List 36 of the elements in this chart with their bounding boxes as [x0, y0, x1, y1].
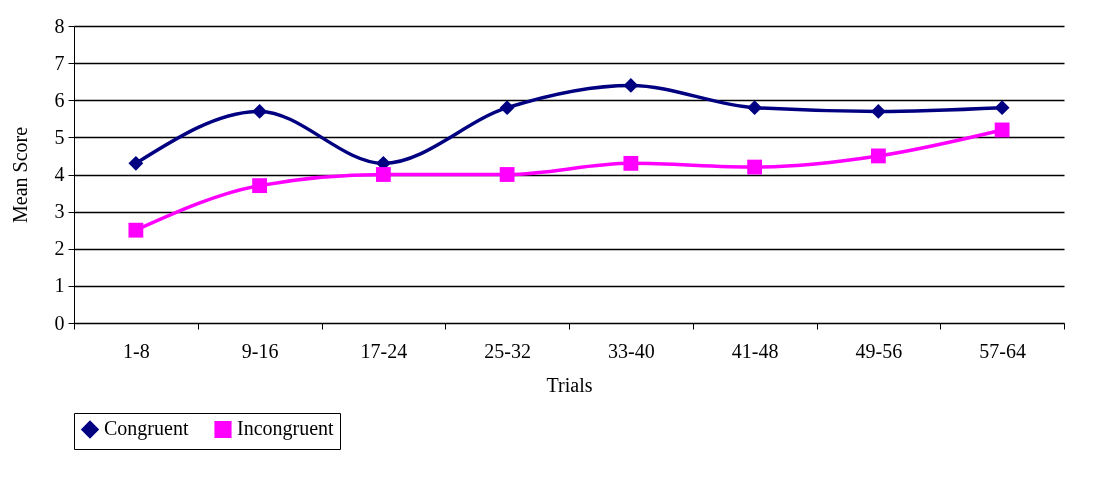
- x-tick-label: 9-16: [241, 339, 279, 362]
- legend-label: Incongruent: [237, 417, 335, 441]
- y-axis-title: Mean Score: [8, 126, 31, 224]
- point: [499, 100, 515, 116]
- point: [994, 100, 1010, 116]
- point: [623, 77, 639, 93]
- y-tick-label: 6: [54, 88, 65, 111]
- x-tick-label: 33-40: [608, 339, 655, 362]
- point: [870, 148, 886, 164]
- x-tick-label: 1-8: [123, 339, 150, 362]
- y-tick-label: 7: [54, 51, 65, 74]
- point: [747, 100, 763, 116]
- y-tick-label: 8: [54, 14, 65, 37]
- x-tick-label: 17-24: [360, 339, 408, 362]
- point: [994, 122, 1010, 138]
- x-tick-label: 25-32: [484, 339, 531, 362]
- x-axis-title: Trials: [546, 373, 593, 396]
- y-tick-label: 3: [54, 200, 65, 223]
- y-tick-label: 0: [54, 311, 65, 334]
- y-tick-label: 1: [54, 274, 65, 297]
- y-tick-label: 2: [54, 237, 65, 260]
- point: [252, 103, 268, 119]
- point: [128, 155, 144, 171]
- point: [747, 159, 763, 175]
- point: [623, 155, 639, 171]
- point: [375, 167, 391, 182]
- point: [499, 167, 515, 182]
- point: [252, 178, 268, 194]
- point: [128, 222, 144, 238]
- x-tick-label: 57-64: [979, 339, 1026, 362]
- y-tick-label: 5: [54, 125, 65, 148]
- x-tick-label: 49-56: [855, 339, 903, 362]
- legend-label: Congruent: [104, 417, 189, 441]
- x-tick-label: 41-48: [731, 339, 779, 362]
- y-tick-label: 4: [54, 163, 65, 185]
- point: [870, 103, 886, 119]
